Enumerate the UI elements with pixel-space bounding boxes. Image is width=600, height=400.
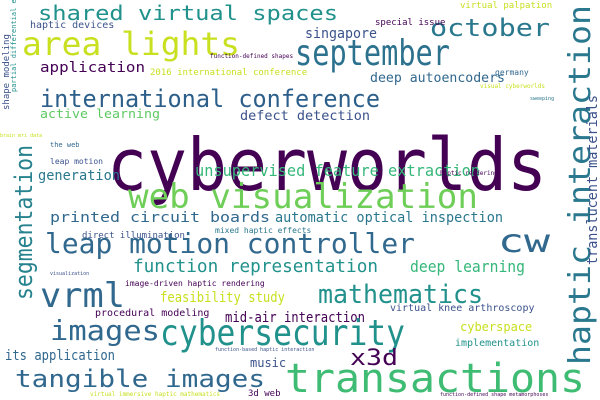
word: cybersecurity (160, 313, 405, 354)
word: tangible images (15, 365, 265, 393)
word: area lights (22, 25, 240, 63)
word: haptic devices (30, 20, 114, 31)
word: deep autoencoders (370, 71, 505, 86)
word: the web (50, 141, 80, 149)
word: virtual knee arthroscopy (390, 303, 535, 314)
word: leap motion (50, 157, 103, 166)
word: procedural modeling (95, 308, 209, 319)
word: shape modeling (2, 34, 12, 110)
word: function-defined shapes (210, 53, 293, 60)
word: cyberworlds (107, 123, 547, 207)
word: application (40, 60, 145, 76)
word: x3d (350, 346, 398, 371)
word: function-based haptic interaction (215, 347, 314, 353)
word: virtual palpation (460, 1, 552, 11)
word: its application (5, 348, 115, 364)
word: special issue (375, 18, 445, 28)
word: visualization (50, 271, 89, 277)
word: haptic interaction (563, 5, 598, 365)
word: implementation (455, 338, 539, 349)
word: automatic optical inspection (275, 210, 503, 226)
word: september (295, 33, 450, 74)
word: partial differential equations (10, 0, 18, 92)
word: transactions (285, 356, 585, 400)
word: generation (38, 168, 120, 184)
word: singapore (305, 26, 377, 42)
word: 3d web (248, 389, 281, 399)
word: mathematics (318, 280, 483, 310)
word: function-defined shape metamorphoses (440, 392, 548, 398)
word: image-driven haptic rendering (125, 279, 265, 288)
word: defect detection (240, 109, 370, 124)
word: leap motion controller (45, 227, 415, 260)
word: mixed haptic effects (215, 226, 312, 235)
word: cyberspace (460, 320, 532, 334)
word: music (250, 356, 286, 370)
word: international conference (40, 85, 380, 113)
word: sweeping (530, 96, 554, 102)
word: feasibility study (160, 290, 285, 306)
word: active learning (40, 107, 160, 121)
word: shared virtual spaces (38, 1, 338, 25)
word: vrml (40, 276, 125, 316)
word: direct illumination (82, 231, 185, 241)
word: function representation (133, 256, 378, 277)
word: cw (498, 222, 551, 260)
word: unsupervised feature extraction (195, 161, 480, 180)
word: virtual immersive haptic mathematics (90, 391, 220, 398)
word: segmentation (10, 145, 38, 300)
word: mid-air interaction (225, 310, 365, 326)
word: 2016 international conference (150, 68, 307, 78)
word: brain mri data (0, 133, 42, 139)
word: deep learning (410, 257, 525, 276)
word: translucent materials (585, 95, 600, 265)
word: haptic rendering (440, 170, 498, 177)
word: web visualization (128, 177, 478, 217)
word: october (430, 14, 550, 42)
word: images (50, 314, 160, 347)
word: printed circuit boards (50, 210, 270, 226)
word: visual cyberworlds (480, 83, 545, 90)
word: germany (495, 68, 529, 77)
